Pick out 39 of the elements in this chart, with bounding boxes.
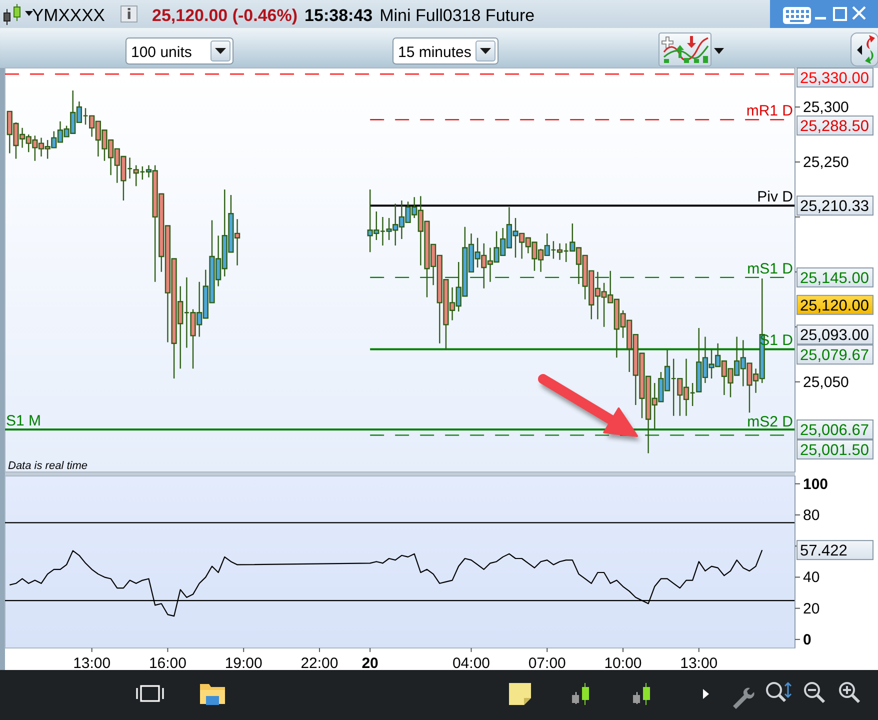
annotation: 25,145.00 xyxy=(800,270,870,287)
annotation: 25,288.50 xyxy=(800,118,870,136)
text: 15 minutes xyxy=(398,44,472,61)
x-tick-label: 16:00 xyxy=(148,655,186,672)
annotation: 25,079.67 xyxy=(800,347,869,364)
text: 25,120.00 (-0.46%) xyxy=(152,6,298,25)
annotation: 25,093.00 xyxy=(800,327,870,344)
annotation: 57.422 xyxy=(800,542,848,560)
y-tick-label: 20 xyxy=(803,600,820,618)
x-tick-label: 10:00 xyxy=(604,655,642,672)
series-label: mS2 D xyxy=(747,413,794,430)
annotation: 25,120.00 xyxy=(800,297,870,314)
text: 15:38:43 xyxy=(304,6,373,25)
chart-title: YMXXXX xyxy=(32,5,106,25)
series-label: Piv D xyxy=(757,188,794,206)
y-tick-label: 40 xyxy=(803,569,820,586)
series-label: mR1 D xyxy=(746,102,794,120)
annotation: 25,006.67 xyxy=(800,422,869,439)
x-tick-label: 13:00 xyxy=(680,655,718,672)
x-tick-label: 07:00 xyxy=(528,655,566,672)
x-tick-label: 04:00 xyxy=(452,655,490,672)
x-tick-label: 19:00 xyxy=(224,655,262,672)
text: 100 units xyxy=(131,44,192,61)
y-tick-label: 100 xyxy=(803,476,828,493)
annotation: 25,001.50 xyxy=(800,442,870,459)
annotation: 25,330.00 xyxy=(800,70,870,87)
annotation: Data is real time xyxy=(8,460,88,472)
series-label: mS1 D xyxy=(747,260,794,278)
y-tick-label: 0 xyxy=(803,631,812,648)
annotation: 25,210.33 xyxy=(800,198,869,216)
y-tick-label: 25,250 xyxy=(803,154,849,171)
y-tick-label: 25,300 xyxy=(803,99,849,116)
x-tick-label: 20 xyxy=(362,655,378,672)
text: Mini Full0318 Future xyxy=(380,6,535,25)
y-tick-label: 80 xyxy=(803,506,820,524)
y-tick-label: 25,050 xyxy=(803,374,849,391)
x-tick-label: 13:00 xyxy=(73,655,111,672)
x-tick-label: 22:00 xyxy=(300,655,338,672)
ref-line-label: S1 M xyxy=(6,412,42,430)
